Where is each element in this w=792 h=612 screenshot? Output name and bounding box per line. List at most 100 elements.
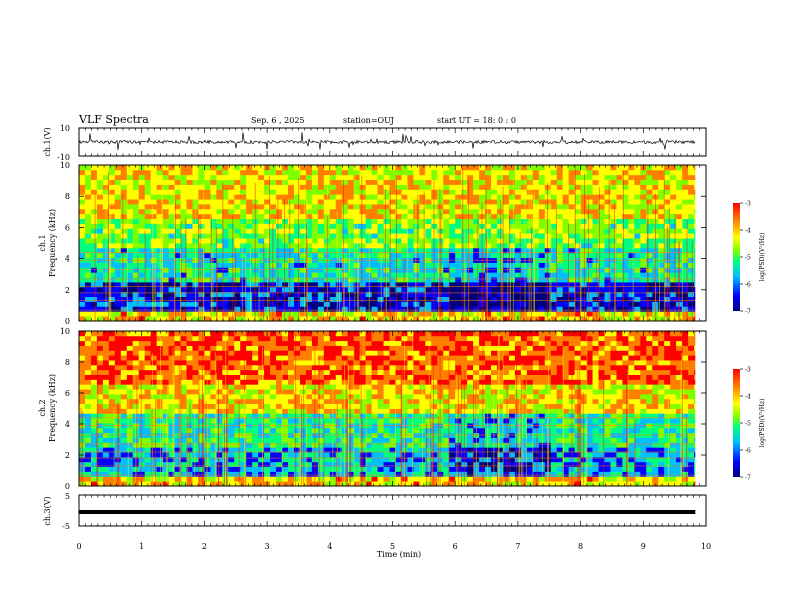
ch1-spec-cell bbox=[168, 213, 175, 220]
ch1-spec-cell bbox=[335, 306, 343, 312]
ch2-spec-cell bbox=[293, 466, 301, 472]
ch1-spec-streak bbox=[632, 177, 634, 321]
ch2-spec-cell bbox=[138, 389, 146, 395]
ch2-spec-cell bbox=[276, 481, 283, 487]
ch2-spec-cell bbox=[210, 393, 217, 400]
ch1-spec-cell bbox=[502, 311, 510, 317]
ch2-spec-cell bbox=[293, 418, 301, 424]
ch1-spec-cell bbox=[574, 223, 581, 229]
ch1-spec-cell bbox=[514, 296, 522, 302]
ch2-spec-cell bbox=[264, 418, 271, 424]
ch2-spec-cell bbox=[305, 447, 313, 453]
ch2-spec-cell bbox=[138, 345, 146, 351]
ch2-spec-cell bbox=[299, 466, 307, 472]
ch2-spec-cell bbox=[246, 379, 253, 385]
ch1-spec-cell bbox=[180, 272, 187, 278]
ch2-spec-cell bbox=[144, 461, 152, 468]
ch2-spec-cell bbox=[258, 476, 265, 482]
ch1-spec-cell bbox=[616, 218, 623, 224]
ch1-spec-cell bbox=[377, 267, 384, 273]
ch1-spec-cell bbox=[180, 243, 187, 249]
ch1-spec-cell bbox=[532, 218, 540, 224]
ch1-spec-cell bbox=[461, 233, 468, 239]
ch2-spec-cell bbox=[335, 398, 343, 405]
ch1-spec-cell bbox=[520, 194, 528, 200]
ch1-spec-cell bbox=[604, 296, 611, 302]
ch1-spec-cell bbox=[586, 262, 593, 268]
ch2-spec-cell bbox=[264, 340, 271, 346]
ch2-spec-cell bbox=[156, 447, 163, 453]
ch1-spec-cell bbox=[365, 169, 372, 176]
ch1-spec-streak bbox=[306, 196, 308, 321]
ch1-spec-cell bbox=[401, 174, 408, 181]
ch1-spec-cell bbox=[544, 174, 552, 181]
ch1-spec-cell bbox=[520, 243, 528, 249]
ch2-spec-cell bbox=[120, 340, 128, 346]
ch2-spec-cell bbox=[299, 393, 307, 400]
ch2-spec-cell bbox=[347, 481, 355, 487]
ch1-spec-cell bbox=[162, 238, 169, 244]
ch2-spec-cell bbox=[299, 442, 307, 448]
ch2-spec-cell bbox=[192, 456, 199, 463]
ch1-spec-cell bbox=[90, 165, 98, 171]
ch1-spec-streak bbox=[663, 170, 665, 321]
ch1-spec-cell bbox=[258, 194, 265, 200]
ch1-spec-cell bbox=[282, 301, 289, 307]
ch2-spec-cell bbox=[126, 427, 134, 434]
ch2-spec-cell bbox=[132, 379, 140, 385]
ch2-spec-cell bbox=[126, 471, 134, 477]
ch1-spec-cell bbox=[449, 311, 456, 317]
ch2-spec-cell bbox=[347, 335, 355, 342]
ch1-spec-cell bbox=[132, 189, 140, 195]
ch1-spec-cell bbox=[598, 267, 605, 273]
ch1-spec-cell bbox=[282, 252, 289, 259]
ch1-spec-cell bbox=[258, 282, 265, 288]
ch1-spec-cell bbox=[640, 208, 647, 215]
ch1-spec-cell bbox=[305, 252, 313, 259]
ch2-spec-cell bbox=[150, 447, 158, 453]
ch1-spec-cell bbox=[538, 238, 546, 244]
ch1-spec-cell bbox=[228, 218, 235, 224]
ch1-spec-cell bbox=[84, 238, 92, 244]
ch1-spec-cell bbox=[264, 252, 271, 259]
ch2-spec-cell bbox=[186, 350, 193, 356]
ch1-spec-cell bbox=[222, 311, 229, 317]
ch1-spec-cell bbox=[383, 213, 390, 220]
ch2-spec-cell bbox=[108, 403, 116, 409]
ch1-spec-cell bbox=[610, 199, 617, 205]
ch1-spec-cell bbox=[502, 272, 510, 278]
ch1-spec-cell bbox=[228, 316, 235, 322]
ch2-spec-cell bbox=[258, 340, 265, 346]
ch1-spec-cell bbox=[610, 316, 617, 322]
ch1-spec-cell bbox=[628, 306, 635, 312]
ch1-spec-cell bbox=[138, 301, 146, 307]
ch1-spec-cell bbox=[467, 306, 474, 312]
ch2-spec-cell bbox=[102, 403, 110, 409]
ch1-spec-cell bbox=[311, 267, 319, 273]
ch1-spec-cell bbox=[293, 199, 301, 205]
ch1-spec-cell bbox=[532, 179, 540, 185]
ch1-spec-cell bbox=[353, 169, 361, 176]
ch1-spec-cell bbox=[389, 233, 396, 239]
ch2-spec-cell bbox=[162, 442, 169, 448]
ch2-spec-cell bbox=[168, 384, 175, 390]
ch2-spec-cell bbox=[347, 393, 355, 400]
ch1-spec-streak bbox=[222, 182, 224, 321]
ch1-spec-cell bbox=[670, 218, 677, 224]
ch1-spec-streak bbox=[417, 194, 419, 321]
ch1-spec-cell bbox=[395, 277, 402, 283]
ch1-spec-cell bbox=[156, 228, 163, 234]
ch1-spec-cell bbox=[168, 184, 175, 190]
ch2-spec-cell bbox=[323, 364, 331, 371]
ch1-spec-cell bbox=[168, 199, 175, 205]
ch2-spec-cell bbox=[228, 447, 235, 453]
ch2-spec-cell bbox=[293, 398, 301, 405]
ch2-spec-cell bbox=[240, 389, 247, 395]
ch1-spec-cell bbox=[168, 306, 175, 312]
ch2-spec-cell bbox=[347, 350, 355, 356]
ch1-spec-cell bbox=[258, 252, 265, 259]
ch1-spec-cell bbox=[407, 194, 414, 200]
ch1-spec-cell bbox=[276, 233, 283, 239]
ch1-ytick-top: 10 bbox=[60, 124, 70, 133]
ch1-spec-cell bbox=[538, 267, 546, 273]
